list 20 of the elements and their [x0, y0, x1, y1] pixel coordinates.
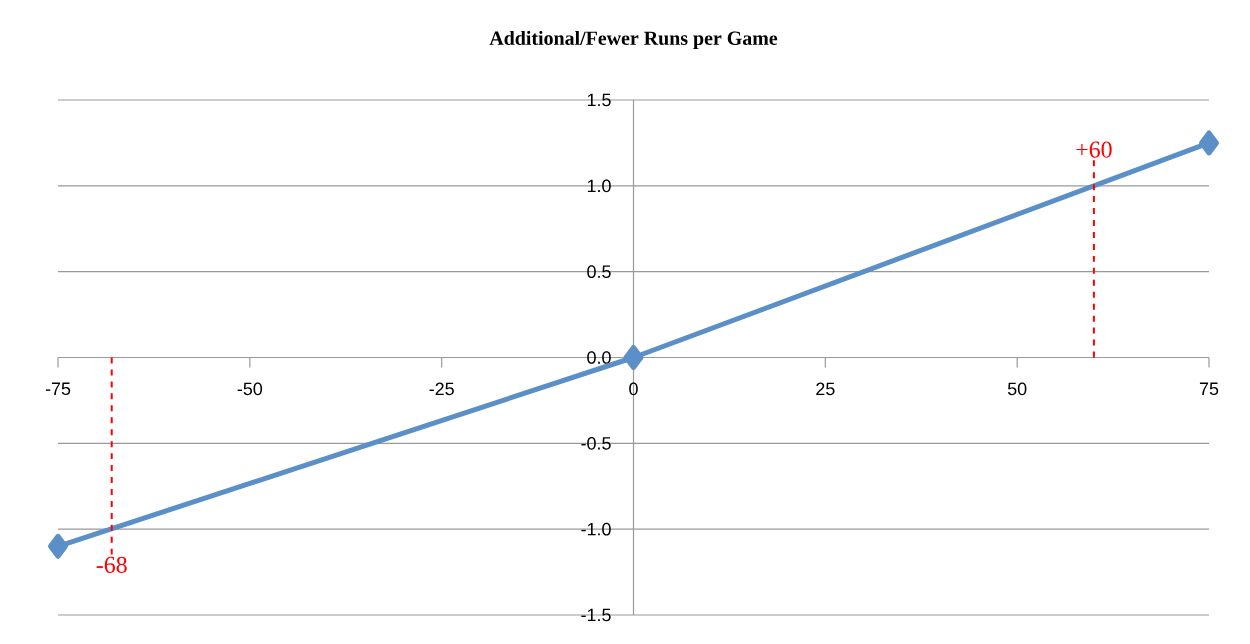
x-tick-label: 25 [816, 382, 835, 396]
x-tick-label: -75 [45, 382, 71, 396]
x-tick-label: -25 [429, 382, 454, 396]
ref-line-label: +60 [1076, 141, 1112, 158]
y-tick-label: 0.0 [587, 351, 611, 364]
point [48, 533, 68, 559]
x-tick-label: 50 [1007, 382, 1027, 396]
point [1199, 130, 1219, 156]
x-tick-label: 75 [1199, 382, 1219, 396]
ref-line-label: -68 [96, 556, 127, 573]
x-tick-label: 0 [629, 382, 638, 396]
y-tick-label: -1.0 [581, 522, 611, 536]
y-tick-label: -0.5 [581, 436, 611, 450]
y-tick-label: 1.5 [587, 93, 611, 107]
point [623, 345, 644, 370]
chart-title: Additional/Fewer Runs per Game [489, 30, 778, 50]
y-tick-label: 1.0 [587, 179, 611, 193]
x-tick-label: -50 [237, 382, 263, 396]
y-tick-label: 0.5 [587, 265, 611, 279]
y-tick-label: -1.5 [581, 608, 611, 622]
